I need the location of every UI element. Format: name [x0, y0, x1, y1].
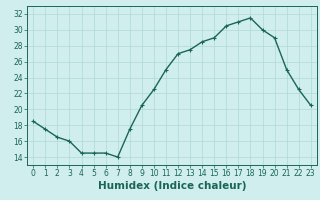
X-axis label: Humidex (Indice chaleur): Humidex (Indice chaleur) — [98, 181, 246, 191]
